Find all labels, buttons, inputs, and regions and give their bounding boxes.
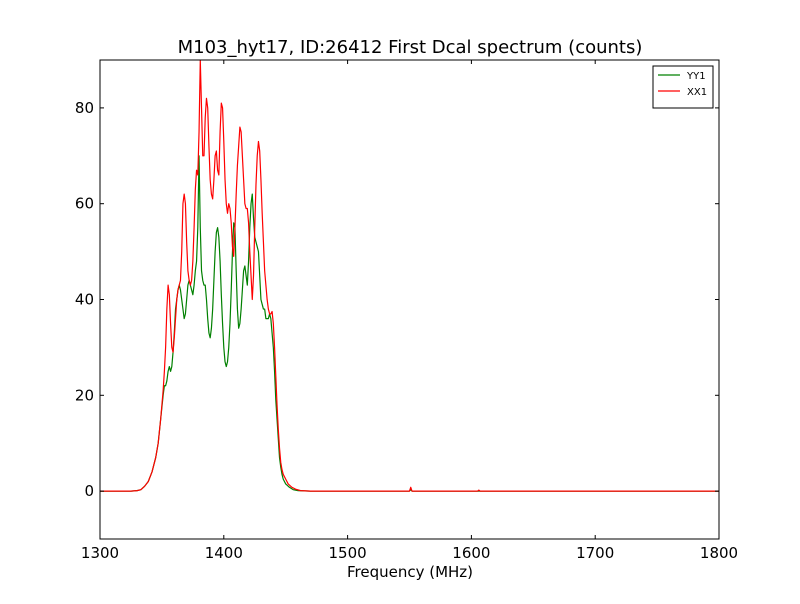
- legend-label-yy1: YY1: [686, 71, 706, 82]
- x-tick-label: 1600: [452, 544, 490, 562]
- x-tick-label: 1300: [81, 544, 119, 562]
- x-tick-label: 1800: [700, 544, 738, 562]
- legend-label-xx1: XX1: [687, 87, 707, 98]
- x-tick-label: 1500: [329, 544, 367, 562]
- x-tick-label: 1700: [576, 544, 614, 562]
- y-tick-label: 60: [75, 195, 94, 213]
- x-axis-label: Frequency (MHz): [347, 563, 473, 581]
- chart-title: M103_hyt17, ID:26412 First Dcal spectrum…: [178, 37, 643, 58]
- y-tick-label: 40: [75, 291, 94, 309]
- y-tick-label: 20: [75, 386, 94, 404]
- x-tick-label: 1400: [205, 544, 243, 562]
- plot-area: 1300 1400 1500 1600 1700 1800 0 20 40 60 80: [75, 59, 738, 562]
- y-tick-label: 80: [75, 99, 94, 117]
- y-tick-label: 0: [84, 482, 94, 500]
- series-line-xx1: [100, 60, 719, 492]
- legend-box: [652, 65, 714, 109]
